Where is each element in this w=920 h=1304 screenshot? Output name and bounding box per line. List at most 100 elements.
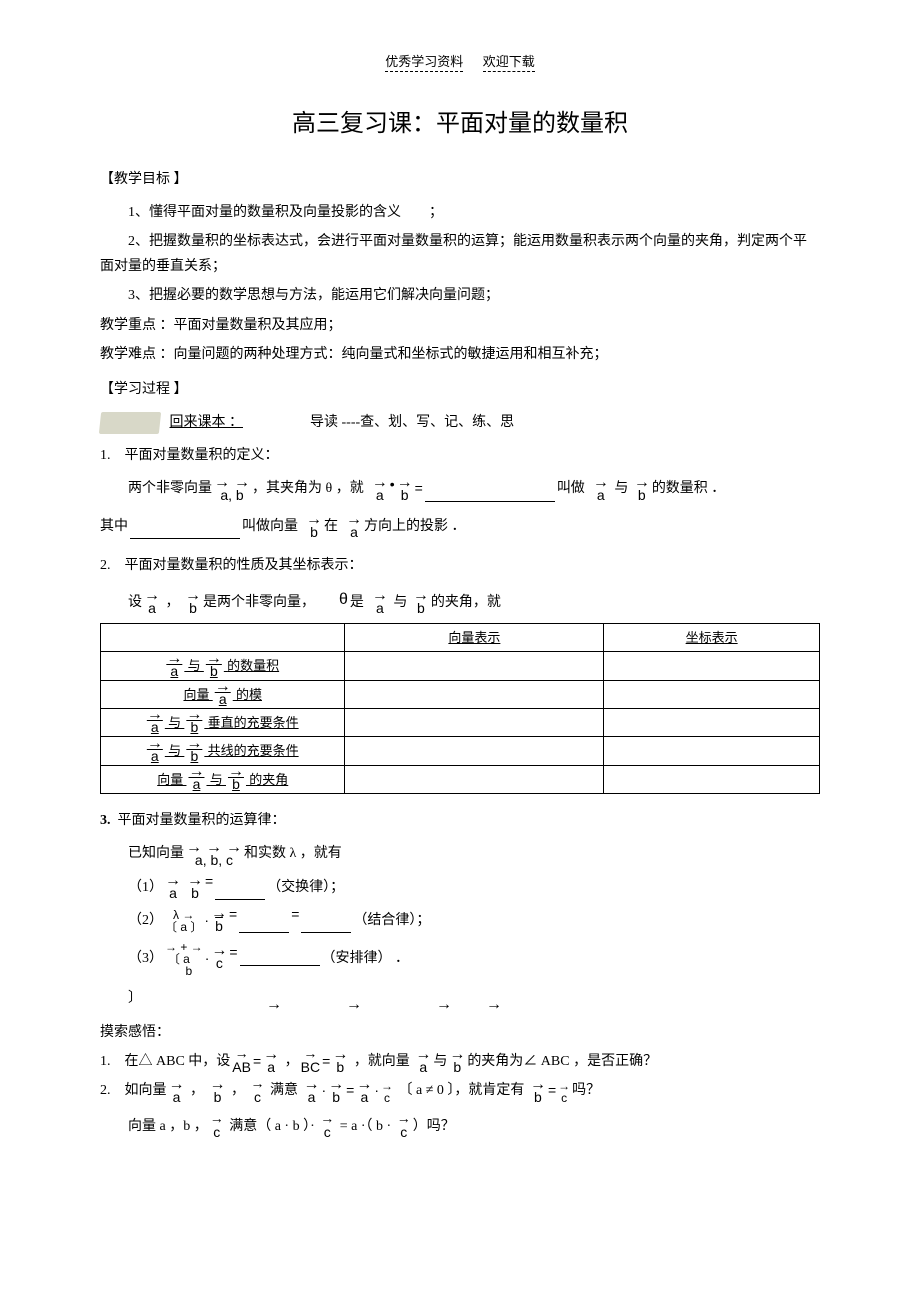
vec-a-icon: → a	[346, 517, 362, 539]
eq-symbol: =	[205, 869, 213, 894]
comma: ，	[228, 1078, 249, 1103]
vec-b-icon: →b	[328, 1082, 344, 1104]
pencil-icon	[99, 412, 161, 434]
think1-pre: 1. 在△ ABC 中，设	[100, 1049, 230, 1074]
vec-b-icon: → b	[185, 593, 201, 615]
vec-b-icon: →b	[206, 656, 222, 678]
comma: ，	[281, 1049, 299, 1074]
row-label: →a 与 →b a 与 b 的数量积的数量积	[101, 652, 345, 680]
think3-suf: ）吗？	[413, 1114, 455, 1139]
prop-pre: 设	[128, 590, 142, 615]
vec-b-icon: →b	[187, 878, 203, 900]
prop-mid2: 是	[350, 590, 364, 615]
cell-input[interactable]	[345, 708, 604, 736]
cell-input[interactable]	[604, 765, 820, 793]
dot-symbol: ·	[322, 1078, 327, 1103]
vec-c-icon: →c	[397, 1117, 411, 1139]
row-label: →a 与 →b 共线的充要条件	[101, 737, 345, 765]
law-num: 3.	[100, 813, 111, 828]
think2-pre: 2. 如向量	[100, 1078, 167, 1103]
law1-suf: （交换律）；	[267, 875, 344, 900]
dot-symbol: ·	[205, 946, 210, 971]
cell-input[interactable]	[345, 680, 604, 708]
property-table: 向量表示 坐标表示 →a 与 →b a 与 b 的数量积的数量积 向量 →a 的…	[100, 623, 820, 794]
eq-symbol: =	[253, 1049, 261, 1074]
think3-mid: 满意（ a · b ）·	[226, 1114, 319, 1139]
dot-symbol: •	[390, 472, 395, 497]
goal-2-text: 2、把握数量积的坐标表达式，会进行平面对量数量积的运算；能运用数量积表示两个向量…	[100, 234, 807, 274]
vec-a-icon: →a	[188, 769, 204, 791]
proj-mid2: 在	[324, 514, 338, 539]
row-label: →a 与 →b 垂直的充要条件	[101, 708, 345, 736]
law-1: （1） →a →b = （交换律）；	[128, 875, 820, 900]
blank-input[interactable]	[425, 488, 555, 502]
page-header: 优秀学习资料 欢迎下载	[100, 50, 820, 73]
cell-input[interactable]	[345, 737, 604, 765]
arrow-icon: →	[346, 1002, 362, 1010]
cell-input[interactable]	[345, 765, 604, 793]
vec-a-icon: →a	[263, 1052, 279, 1074]
vec-a-icon: → a	[593, 480, 609, 502]
cell-input[interactable]	[604, 737, 820, 765]
row-label: 向量 →a 与 →b 的夹角	[101, 765, 345, 793]
cell-input[interactable]	[345, 652, 604, 680]
def-mid2: 叫做	[557, 476, 585, 501]
blank-input[interactable]	[239, 919, 289, 933]
blank-input[interactable]	[215, 886, 265, 900]
proj-line: 其中 叫做向量 → b 在 → a 方向上的投影 ．	[100, 514, 820, 539]
think-3: 向量 a ，b ， →c 满意（ a · b ）· →c = a ·（ b · …	[128, 1114, 820, 1139]
bracket-ab: → + → 〔 a b	[165, 941, 203, 977]
def-heading: 1. 平面对量数量积的定义：	[100, 443, 820, 468]
law-intro-pre: 已知向量	[128, 841, 184, 866]
vec-b-icon: →b	[211, 911, 227, 933]
lambda-a-bracket: λ → 〔 a 〕	[165, 909, 202, 933]
goal-1: 1、懂得平面对量的数量积及向量投影的含义 ；	[100, 200, 820, 225]
eq-symbol: =	[291, 902, 299, 927]
think3-pre: 向量 a ，b ，	[128, 1114, 208, 1139]
def-line: 两个非零向量 → → a, b ，其夹角为 θ ，就 → a • → b = 叫…	[128, 476, 820, 501]
vec-a-icon: →a	[166, 656, 182, 678]
guide-text: 导读 ----查、划、写、记、练、思	[310, 415, 514, 430]
vec-b-icon: → b	[306, 517, 322, 539]
blank-input[interactable]	[130, 525, 240, 539]
vec-a-icon: →a	[147, 741, 163, 763]
table-row: 向量 →a 与 →b 的夹角	[101, 765, 820, 793]
blank-input[interactable]	[240, 952, 320, 966]
cell-input[interactable]	[604, 652, 820, 680]
vec-c-icon: →c	[210, 1117, 224, 1139]
eq-symbol: =	[415, 476, 423, 501]
goals-heading: 【教学目标 】	[100, 167, 820, 192]
vec-a-icon: → a	[372, 480, 388, 502]
vec-b-icon: →b	[186, 712, 202, 734]
cell-input[interactable]	[604, 708, 820, 736]
think2-suf: 吗？	[572, 1078, 600, 1103]
vec-c-icon: →c	[211, 948, 227, 970]
blank-input[interactable]	[301, 919, 351, 933]
theta-symbol: θ	[339, 586, 348, 615]
dot-symbol: ·	[374, 1078, 379, 1103]
law-3-tail: 〕 → → → →	[128, 985, 820, 1010]
law-3: （3） → + → 〔 a b · →c = （安排律） ．	[128, 941, 820, 977]
eq-symbol: =	[548, 1078, 556, 1103]
prop-mid: 是两个非零向量，	[203, 590, 315, 615]
law-intro: 已知向量 → → → a, b, c 和实数 λ ，就有	[128, 841, 820, 866]
vec-b-icon: → b	[397, 480, 413, 502]
cell-input[interactable]	[604, 680, 820, 708]
vec-c-icon: →c	[320, 1117, 334, 1139]
row-label: 向量 →a 的模	[101, 680, 345, 708]
def-pre: 两个非零向量	[128, 476, 212, 501]
think2-mid1: 满意	[267, 1078, 302, 1103]
teach-focus: 教学重点 ：平面对量数量积及其应用；	[100, 313, 820, 338]
back-book-label: 回来课本 ：	[170, 415, 244, 430]
proj-suf: 方向上的投影 ．	[364, 514, 466, 539]
vec-a-icon: →a	[215, 684, 231, 706]
col-vector: 向量表示	[345, 623, 604, 651]
arrow-icon: →	[266, 1002, 282, 1010]
def-suf: 的数量积 ．	[652, 476, 726, 501]
prop-suf: 的夹角，就	[431, 590, 501, 615]
eq-symbol: =	[346, 1078, 354, 1103]
vec-a-icon: →a	[356, 1082, 372, 1104]
think1-mid2-txt: ，就向量	[350, 1049, 413, 1074]
law2-suf: （结合律）；	[353, 908, 430, 933]
and-text: 与	[611, 476, 632, 501]
